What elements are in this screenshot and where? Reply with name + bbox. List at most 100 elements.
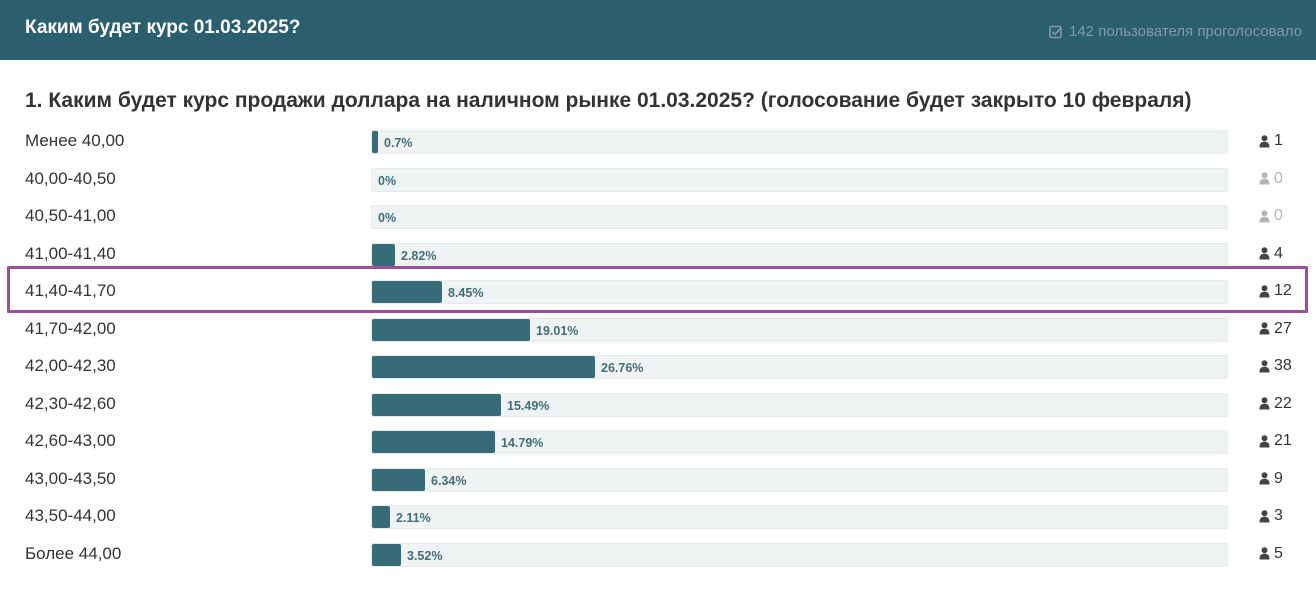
user-icon (1259, 284, 1270, 297)
poll-option-row: 42,30-42,60 15.49% 22 (0, 386, 1316, 424)
vote-count-text: 0 (1274, 207, 1283, 224)
poll-option-row: 43,50-44,00 2.11% 3 (0, 498, 1316, 536)
option-bar-track: 14.79% (371, 430, 1228, 454)
option-bar-fill (372, 243, 395, 266)
option-label: 42,00-42,30 (25, 356, 116, 375)
option-vote-count: 3 (1259, 507, 1283, 525)
poll-option-row: 42,00-42,30 26.76% 38 (0, 348, 1316, 386)
vote-count-text: 12 (1274, 282, 1292, 299)
vote-count-text: 3 (1274, 507, 1283, 524)
option-bar-fill (372, 506, 390, 528)
option-bar-fill (372, 131, 378, 153)
vote-count-text: 5 (1274, 544, 1283, 562)
option-vote-count: 21 (1259, 432, 1292, 450)
vote-count-text: 22 (1274, 394, 1292, 412)
vote-count-text: 1 (1274, 132, 1283, 149)
option-percent: 0.7% (384, 136, 413, 150)
question-title: 1. Каким будет курс продажи доллара на н… (25, 89, 1192, 112)
option-label: 40,50-41,00 (25, 206, 116, 225)
poll-option-row: Более 44,00 3.52% 5 (0, 536, 1316, 574)
option-vote-count: 0 (1259, 170, 1283, 188)
poll-option-row: 42,60-43,00 14.79% 21 (0, 423, 1316, 461)
option-percent: 15.49% (507, 398, 550, 413)
user-icon (1259, 434, 1270, 447)
vote-count-text: 0 (1274, 169, 1283, 187)
option-vote-count: 27 (1259, 320, 1292, 338)
option-label: Менее 40,00 (25, 131, 125, 150)
option-bar-track: 15.49% (371, 392, 1228, 417)
option-bar-track: 0% (371, 205, 1228, 229)
option-percent: 2.11% (396, 511, 431, 525)
option-label: 41,70-42,00 (25, 318, 116, 338)
poll-options: Менее 40,00 0.7% 1 40,00-40,50 0% 0 40,50-41,0… (0, 123, 1316, 573)
votes-count-text: 142 пользователя проголосовало (1069, 23, 1302, 40)
option-vote-count: 9 (1259, 470, 1283, 488)
user-icon (1259, 359, 1270, 372)
option-bar-track: 3.52% (371, 542, 1228, 567)
votes-summary: 142 пользователя проголосовало (1049, 23, 1302, 40)
user-icon (1259, 134, 1270, 147)
vote-count-text: 21 (1274, 432, 1292, 449)
option-bar-fill (372, 543, 401, 566)
option-bar-track: 8.45% (371, 280, 1228, 304)
user-icon (1259, 247, 1270, 260)
option-bar-fill (372, 318, 530, 341)
option-bar-track: 0.7% (371, 130, 1228, 154)
poll-option-row: 41,40-41,70 8.45% 12 (0, 273, 1316, 311)
poll-header: Каким будет курс 01.03.2025? 142 пользов… (0, 0, 1316, 60)
option-bar-track: 2.11% (371, 505, 1228, 529)
option-label: Более 44,00 (25, 543, 122, 563)
poll-option-row: 40,50-41,00 0% 0 (0, 198, 1316, 236)
option-vote-count: 1 (1259, 132, 1283, 150)
option-percent: 8.45% (448, 286, 484, 300)
user-icon (1259, 172, 1270, 185)
user-icon (1259, 209, 1270, 222)
option-vote-count: 22 (1259, 395, 1292, 413)
option-bar-fill (372, 431, 495, 453)
option-percent: 3.52% (407, 548, 443, 563)
vote-count-text: 38 (1274, 357, 1292, 374)
vote-count-text: 9 (1274, 469, 1283, 487)
user-icon (1259, 472, 1270, 485)
option-vote-count: 38 (1259, 357, 1292, 375)
option-bar-fill (372, 281, 442, 303)
check-square-icon (1049, 25, 1063, 38)
option-label: 42,60-43,00 (25, 431, 116, 450)
user-icon (1259, 547, 1270, 560)
option-label: 42,30-42,60 (25, 393, 116, 413)
option-label: 41,00-41,40 (25, 243, 116, 263)
option-percent: 19.01% (536, 323, 579, 338)
poll-title: Каким будет курс 01.03.2025? (25, 17, 301, 38)
option-label: 40,00-40,50 (25, 168, 116, 188)
vote-count-text: 4 (1274, 244, 1283, 262)
option-bar-track: 2.82% (371, 242, 1228, 267)
option-vote-count: 5 (1259, 545, 1283, 563)
option-bar-track: 6.34% (371, 467, 1228, 492)
option-percent: 2.82% (401, 248, 437, 263)
option-vote-count: 12 (1259, 282, 1292, 300)
option-percent: 6.34% (431, 473, 467, 488)
option-bar-track: 26.76% (371, 355, 1228, 379)
option-percent: 26.76% (601, 361, 644, 375)
user-icon (1259, 397, 1270, 410)
user-icon (1259, 322, 1270, 335)
option-label: 41,40-41,70 (25, 281, 116, 300)
option-percent: 0% (378, 211, 397, 225)
poll-option-row: Менее 40,00 0.7% 1 (0, 123, 1316, 161)
option-percent: 14.79% (501, 436, 544, 450)
user-icon (1259, 509, 1270, 522)
poll-option-row: 43,00-43,50 6.34% 9 (0, 461, 1316, 499)
option-label: 43,00-43,50 (25, 468, 116, 488)
poll-option-row: 41,70-42,00 19.01% 27 (0, 311, 1316, 349)
option-bar-fill (372, 356, 595, 378)
option-percent: 0% (378, 173, 397, 188)
option-bar-fill (372, 468, 425, 491)
highlight-box (7, 266, 1308, 313)
option-label: 43,50-44,00 (25, 506, 116, 525)
option-bar-track: 19.01% (371, 317, 1228, 342)
poll-option-row: 40,00-40,50 0% 0 (0, 161, 1316, 199)
option-vote-count: 4 (1259, 245, 1283, 263)
option-bar-track: 0% (371, 167, 1228, 192)
option-bar-fill (372, 393, 501, 416)
vote-count-text: 27 (1274, 319, 1292, 337)
